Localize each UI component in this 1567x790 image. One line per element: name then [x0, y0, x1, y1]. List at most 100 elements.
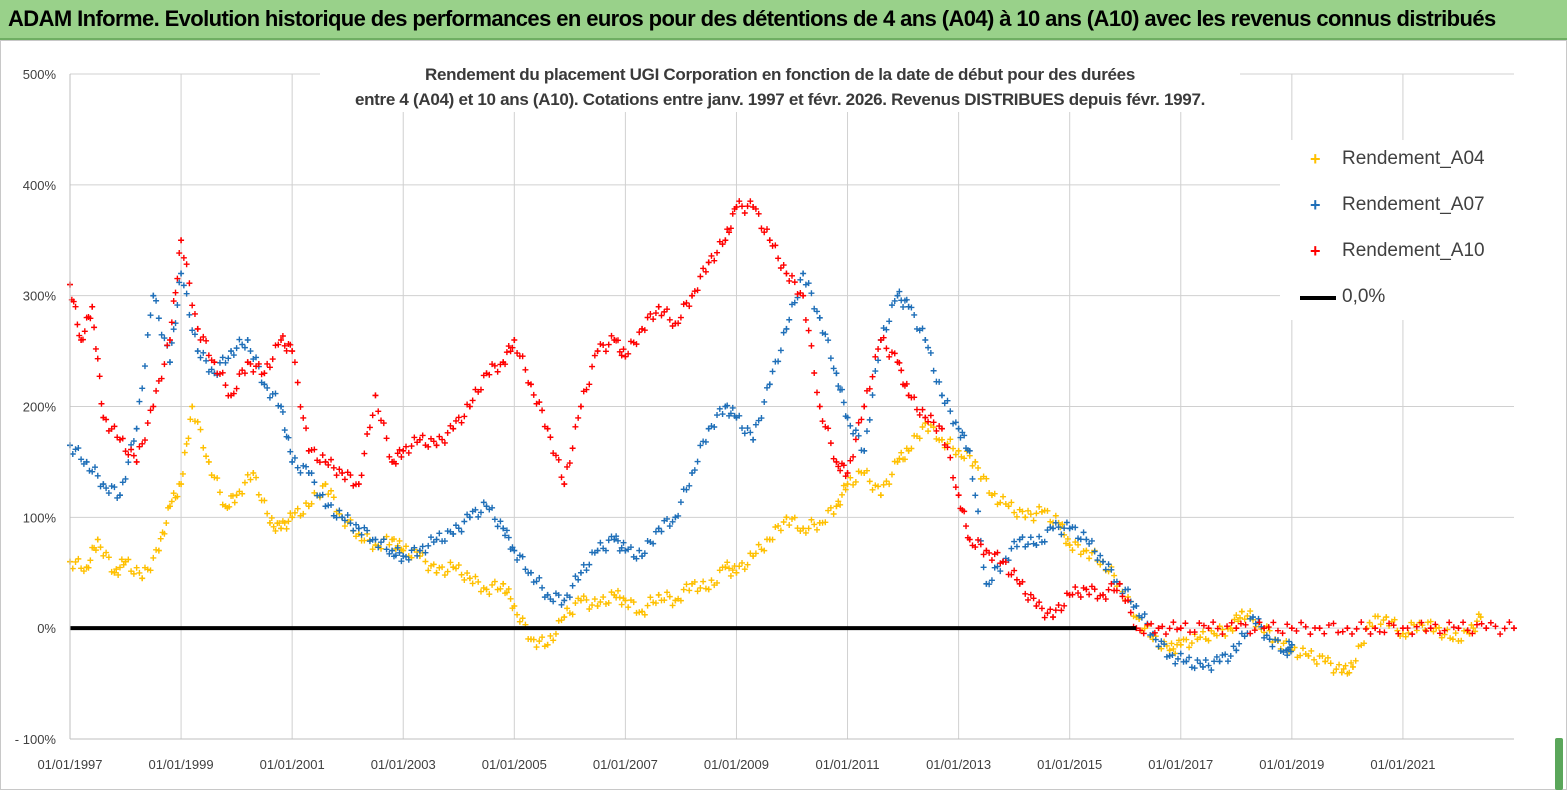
data-point [597, 598, 604, 605]
data-point [875, 346, 882, 353]
data-point [266, 364, 273, 371]
data-point [564, 463, 571, 470]
data-point [761, 547, 768, 554]
data-point [1458, 637, 1465, 644]
data-point [278, 403, 285, 410]
data-point [652, 310, 659, 317]
data-point [328, 501, 335, 508]
data-point [572, 600, 579, 607]
data-point [1372, 625, 1379, 632]
data-point [1186, 644, 1193, 651]
data-point [113, 566, 120, 573]
data-point [916, 411, 923, 418]
data-point [561, 597, 568, 604]
data-point [411, 434, 418, 441]
data-point [1008, 499, 1015, 506]
data-point [955, 492, 962, 499]
data-point [547, 434, 554, 441]
data-point [555, 456, 562, 463]
data-point [125, 451, 132, 458]
data-point [180, 282, 187, 289]
data-point [744, 425, 751, 432]
data-point [1027, 534, 1034, 541]
data-point [727, 572, 734, 579]
data-point [714, 412, 721, 419]
data-point [655, 303, 662, 310]
data-point [1050, 614, 1057, 621]
data-point [503, 527, 510, 534]
data-point [577, 569, 584, 576]
data-point [197, 354, 204, 361]
data-point [1083, 586, 1090, 593]
data-point [1288, 641, 1295, 648]
data-point [226, 503, 233, 510]
data-point [1158, 638, 1165, 645]
data-point [916, 435, 923, 442]
data-point [416, 436, 423, 443]
data-point [775, 358, 782, 365]
data-point [278, 525, 285, 532]
data-point [875, 483, 882, 490]
data-point [827, 440, 834, 447]
series-rendement_a07 [67, 270, 1295, 674]
data-point [497, 518, 504, 525]
data-point [1077, 593, 1084, 600]
data-point [847, 457, 854, 464]
data-point [172, 289, 179, 296]
data-point [1353, 625, 1360, 632]
data-point [777, 347, 784, 354]
data-point [405, 449, 412, 456]
data-point [400, 447, 407, 454]
data-point [1072, 584, 1079, 591]
data-point [1183, 636, 1190, 643]
data-point [361, 450, 368, 457]
data-point [736, 198, 743, 205]
data-point [1409, 631, 1416, 638]
data-point [972, 458, 979, 465]
data-point [908, 445, 915, 452]
data-point [494, 586, 501, 593]
data-point [1327, 660, 1334, 667]
data-point [1116, 580, 1123, 587]
data-point [158, 331, 165, 338]
data-point [802, 316, 809, 323]
data-point [247, 476, 254, 483]
data-point [97, 544, 104, 551]
data-point [772, 523, 779, 530]
data-point [1125, 597, 1132, 604]
data-point [630, 599, 637, 606]
data-point [91, 464, 98, 471]
data-point [1077, 536, 1084, 543]
data-point [726, 229, 733, 236]
data-point [1269, 643, 1276, 650]
data-point [287, 448, 294, 455]
data-point [819, 418, 826, 425]
data-point [425, 542, 432, 549]
data-point [880, 481, 887, 488]
data-point [835, 383, 842, 390]
data-point [1478, 620, 1485, 627]
data-point [1083, 536, 1090, 543]
data-point [969, 462, 976, 469]
data-point [187, 416, 194, 423]
data-point [741, 566, 748, 573]
data-point [752, 205, 759, 212]
data-point [458, 419, 465, 426]
data-point [983, 475, 990, 482]
data-point [947, 436, 954, 443]
data-point [472, 506, 479, 513]
data-point [611, 536, 618, 543]
data-point [686, 482, 693, 489]
data-point [927, 412, 934, 419]
data-point [808, 342, 815, 349]
data-point [486, 371, 493, 378]
data-point [1430, 628, 1437, 635]
data-point [1358, 619, 1365, 626]
data-point [294, 505, 301, 512]
data-point [408, 443, 415, 450]
data-point [875, 357, 882, 364]
data-point [253, 474, 260, 481]
data-point [583, 596, 590, 603]
data-point [840, 399, 847, 406]
data-point [205, 458, 212, 465]
